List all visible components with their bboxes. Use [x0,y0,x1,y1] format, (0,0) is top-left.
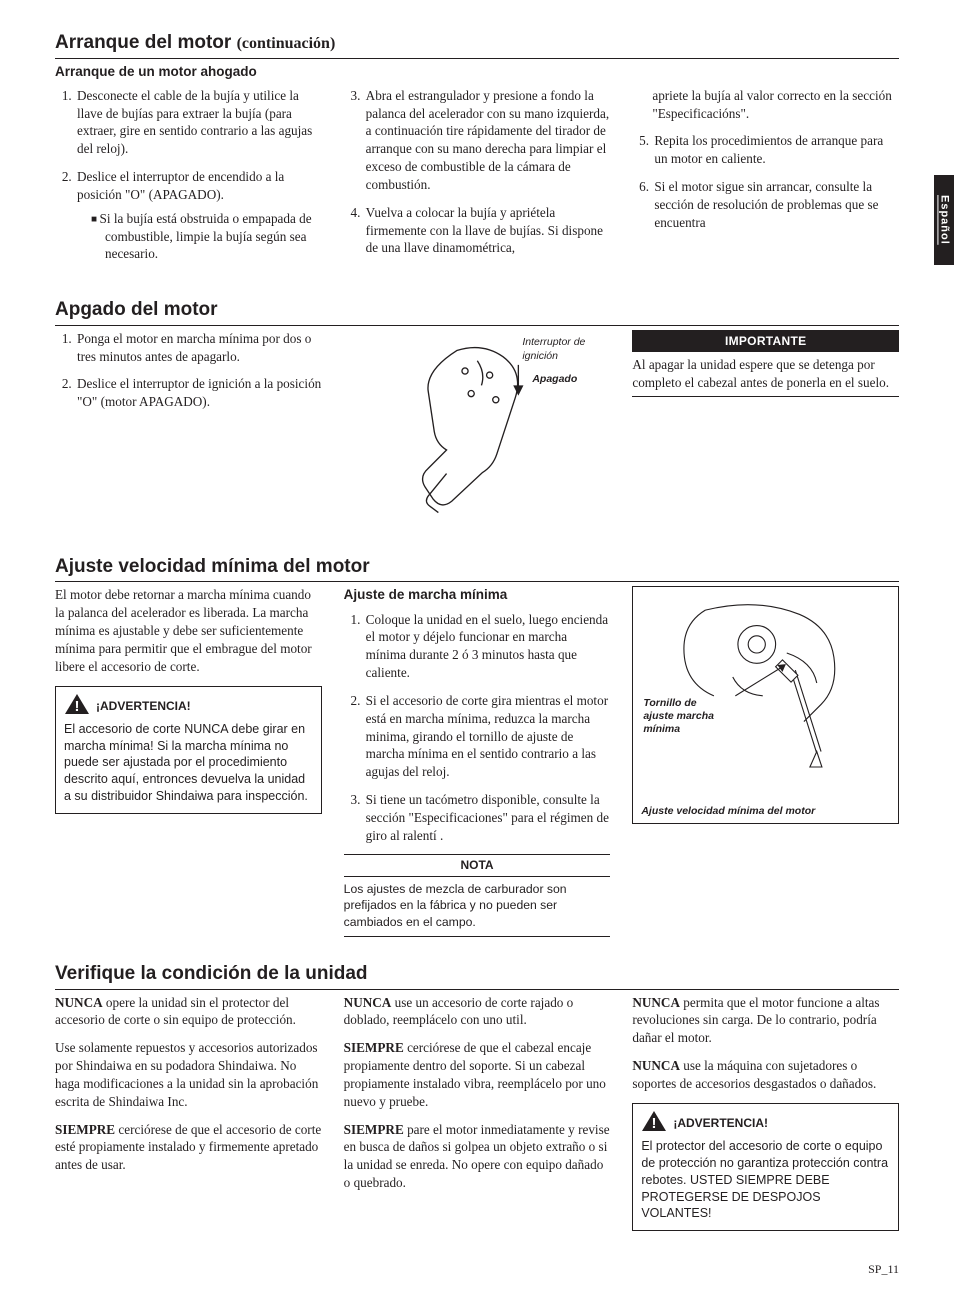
list-item: Si tiene un tacómetro disponible, consul… [364,791,611,844]
emph: SIEMPRE [344,1122,404,1137]
section-2-figure-col: Interruptor de ignición Apagado [344,330,611,530]
emph: NUNCA [632,1058,680,1073]
language-tab: Español [934,175,954,265]
para: NUNCA use un accesorio de corte rajado o… [344,994,611,1030]
list-item: Desconecte el cable de la bujía y utilic… [75,87,322,158]
warning-box-guard: ! ¡ADVERTENCIA! El protector del accesor… [632,1103,899,1232]
page-footer: SP_11 [55,1261,899,1277]
figure-label-screw: Tornillo de ajuste marcha mínima [643,697,723,735]
section-1-title: Arranque del motor (continuación) [55,30,899,59]
warning-icon: ! [641,1110,667,1136]
note-head: NOTA [344,854,611,876]
list-item: Si el accesorio de corte gira mientras e… [364,692,611,781]
section-3-title: Ajuste velocidad mínima del motor [55,554,899,583]
emph: NUNCA [344,995,392,1010]
section-3-col-1: El motor debe retornar a marcha mínima c… [55,586,322,937]
important-callout: IMPORTANTE Al apagar la unidad espere qu… [632,330,899,397]
warning-icon: ! [64,693,90,719]
section-4-col-2: NUNCA use un accesorio de corte rajado o… [344,994,611,1232]
section-1-subhead: Arranque de un motor ahogado [55,63,899,81]
figure-label-switch: Interruptor de ignición [522,335,592,363]
warning-body-text: El accesorio de corte NUNCA debe girar e… [64,722,308,804]
list-item: Si el motor sigue sin arrancar, consulte… [652,178,899,231]
section-1-continuation: (continuación) [237,35,336,52]
list-item-text: Deslice el interruptor de encendido a la… [77,169,284,202]
section-3-columns: El motor debe retornar a marcha mínima c… [55,586,899,937]
warning-body-text: El protector del accesorio de corte o eq… [641,1139,888,1221]
section-1-col-2: Abra el estrangulador y presione a fondo… [344,87,611,273]
section-3-subhead: Ajuste de marcha mínima [344,586,611,604]
svg-text:!: ! [75,698,80,715]
section-4-col-1: NUNCA opere la unidad sin el protector d… [55,994,322,1232]
continuation-text: apriete la bujía al valor correcto en la… [652,87,899,123]
para: SIEMPRE cerciórese de que el cabezal enc… [344,1039,611,1110]
emph: NUNCA [632,995,680,1010]
section-2-columns: Ponga el motor en marcha mínima por dos … [55,330,899,530]
para: Use solamente repuestos y accesorios aut… [55,1039,322,1110]
list-item: Vuelva a colocar la bujía y apriétela fi… [364,204,611,257]
note-body: Los ajustes de mezcla de carburador son … [344,877,611,937]
emph: NUNCA [55,995,103,1010]
list-item: Repita los procedimientos de arranque pa… [652,132,899,168]
list-item: Deslice el interruptor de ignición a la … [75,375,322,411]
emph: SIEMPRE [55,1122,115,1137]
para: SIEMPRE cerciórese de que el accesorio d… [55,1121,322,1174]
ignition-switch-figure: Interruptor de ignición Apagado [344,330,611,530]
important-body: Al apagar la unidad espere que se deteng… [632,356,899,392]
section-2-title: Apgado del motor [55,297,899,326]
section-1-col-1: Desconecte el cable de la bujía y utilic… [55,87,322,273]
figure-caption: Ajuste velocidad mínima del motor [641,805,815,818]
section-1-title-text: Arranque del motor [55,32,231,53]
warning-box-idle: ! ¡ADVERTENCIA! El accesorio de corte NU… [55,686,322,815]
section-1-col-3: apriete la bujía al valor correcto en la… [632,87,899,273]
para: SIEMPRE pare el motor inmediatamente y r… [344,1121,611,1192]
list-item: Coloque la unidad en el suelo, luego enc… [364,611,611,682]
section-3-col-2: Ajuste de marcha mínima Coloque la unida… [344,586,611,937]
list-item: Ponga el motor en marcha mínima por dos … [75,330,322,366]
warning-head-text: ¡ADVERTENCIA! [673,1115,768,1131]
section-3-figure-col: Tornillo de ajuste marcha mínima Ajuste … [632,586,899,937]
para: NUNCA opere la unidad sin el protector d… [55,994,322,1030]
idle-adjust-figure: Tornillo de ajuste marcha mínima Ajuste … [632,586,899,824]
warning-head-text: ¡ADVERTENCIA! [96,698,191,714]
section-4-col-3: NUNCA permita que el motor funcione a al… [632,994,899,1232]
para: NUNCA permita que el motor funcione a al… [632,994,899,1047]
language-tab-label: Español [937,195,952,245]
list-item: Deslice el interruptor de encendido a la… [75,168,322,263]
section-2-col-3: IMPORTANTE Al apagar la unidad espere qu… [632,330,899,530]
list-item: Abra el estrangulador y presione a fondo… [364,87,611,194]
sub-list-item: Si la bujía está obstruida o empapada de… [91,210,322,263]
figure-label-off: Apagado [532,372,592,386]
section-1-columns: Desconecte el cable de la bujía y utilic… [55,87,899,273]
section-4-title: Verifique la condición de la unidad [55,961,899,990]
section-4-columns: NUNCA opere la unidad sin el protector d… [55,994,899,1232]
section-2-col-1: Ponga el motor en marcha mínima por dos … [55,330,322,530]
important-head: IMPORTANTE [632,330,899,352]
svg-text:!: ! [652,1115,657,1132]
section-3-intro: El motor debe retornar a marcha mínima c… [55,586,322,675]
para: NUNCA use la máquina con sujetadores o s… [632,1057,899,1093]
note-callout: NOTA Los ajustes de mezcla de carburador… [344,854,611,937]
emph: SIEMPRE [344,1040,404,1055]
